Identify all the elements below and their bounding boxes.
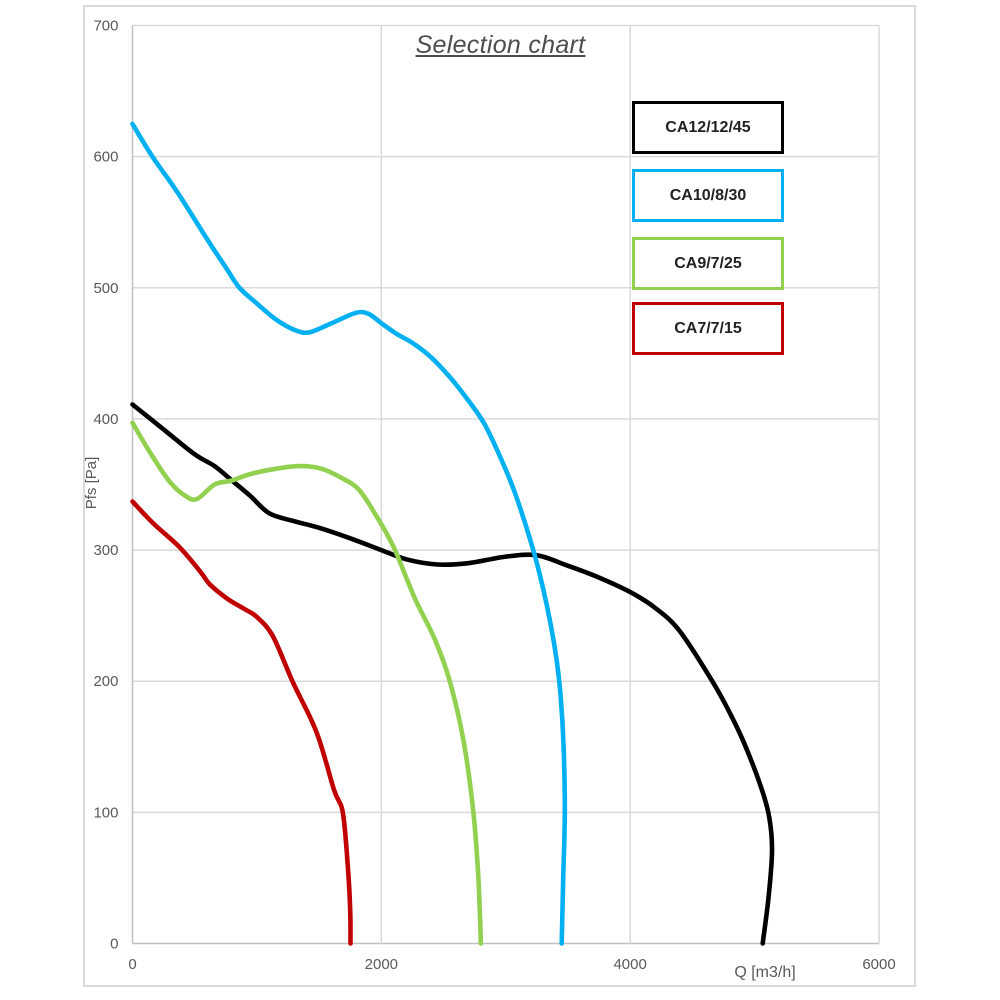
y-tick-label: 500 xyxy=(93,280,118,297)
series-curve-ca9-7-25 xyxy=(130,420,484,946)
legend-label: CA7/7/15 xyxy=(674,319,742,337)
series-curve-ca12-12-45 xyxy=(130,402,775,946)
y-axis-title: Pfs [Pa] xyxy=(83,457,100,510)
x-tick-label: 0 xyxy=(128,956,136,973)
x-tick-label: 4000 xyxy=(613,956,646,973)
y-tick-label: 600 xyxy=(93,149,118,166)
series-curve-ca10-8-30 xyxy=(130,121,568,946)
legend-item-ca7-7-15: CA7/7/15 xyxy=(632,302,784,355)
series-curve-ca7-7-15 xyxy=(130,499,353,946)
legend-item-ca12-12-45: CA12/12/45 xyxy=(632,101,784,154)
chart-frame xyxy=(83,5,916,987)
y-tick-label: 300 xyxy=(93,542,118,559)
x-tick-label: 2000 xyxy=(365,956,398,973)
y-tick-label: 700 xyxy=(93,18,118,35)
legend-label: CA12/12/45 xyxy=(665,118,751,136)
x-tick-label: 6000 xyxy=(862,956,895,973)
y-tick-label: 400 xyxy=(93,411,118,428)
x-axis-title: Q [m3/h] xyxy=(734,964,795,981)
legend-item-ca9-7-25: CA9/7/25 xyxy=(632,237,784,290)
chart-title: Selection chart xyxy=(415,31,586,59)
legend-label: CA10/8/30 xyxy=(669,186,747,204)
legend-label: CA9/7/25 xyxy=(674,254,742,272)
y-tick-label: 200 xyxy=(93,673,118,690)
legend-item-ca10-8-30: CA10/8/30 xyxy=(632,169,784,222)
y-tick-label: 0 xyxy=(110,936,118,953)
y-tick-label: 100 xyxy=(93,804,118,821)
